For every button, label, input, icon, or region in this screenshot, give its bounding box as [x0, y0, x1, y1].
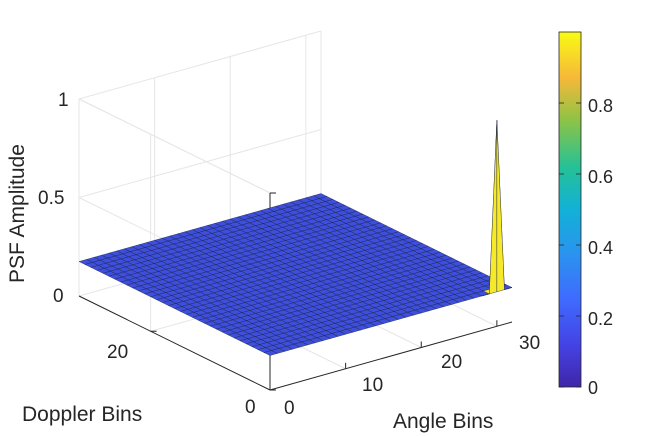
surface-skirt — [489, 120, 498, 295]
x-tick-20: 20 — [441, 352, 462, 373]
y-axis-line — [78, 295, 271, 391]
y-tick-0: 0 — [245, 397, 256, 418]
x-tick-10: 10 — [362, 375, 383, 396]
grid-line — [78, 30, 322, 100]
x-axis-line — [269, 321, 513, 391]
colorbar: 0 0.2 0.4 0.6 0.8 — [558, 31, 613, 398]
z-axis-label: PSF Amplitude — [6, 144, 29, 283]
surface-skirt — [496, 120, 505, 293]
x-tick-30: 30 — [519, 333, 540, 354]
x-tick-0: 0 — [284, 398, 295, 419]
x-axis-label: Angle Bins — [393, 410, 493, 433]
y-axis-label: Doppler Bins — [22, 403, 142, 426]
y-axis-ticks: 20 0 — [107, 342, 256, 418]
colorbar-tick-0.2: 0.2 — [588, 309, 613, 329]
colorbar-tick-0.6: 0.6 — [588, 167, 613, 187]
z-tick-0: 0 — [53, 286, 64, 307]
grid-line — [78, 129, 322, 198]
z-tick-1: 1 — [58, 90, 69, 111]
grid-line — [78, 98, 271, 194]
surface-skirt — [504, 287, 513, 290]
colorbar-tick-0.8: 0.8 — [588, 96, 613, 116]
z-axis-ticks: 0 0.5 1 — [38, 90, 69, 307]
z-tick-0.5: 0.5 — [38, 188, 64, 209]
psf-surface — [78, 120, 513, 356]
colorbar-gradient — [558, 31, 582, 388]
x-axis-ticks: 0 10 20 30 — [284, 333, 540, 419]
colorbar-tick-0: 0 — [588, 378, 598, 398]
colorbar-tick-0.4: 0.4 — [588, 238, 613, 258]
y-tick-20: 20 — [107, 342, 128, 363]
